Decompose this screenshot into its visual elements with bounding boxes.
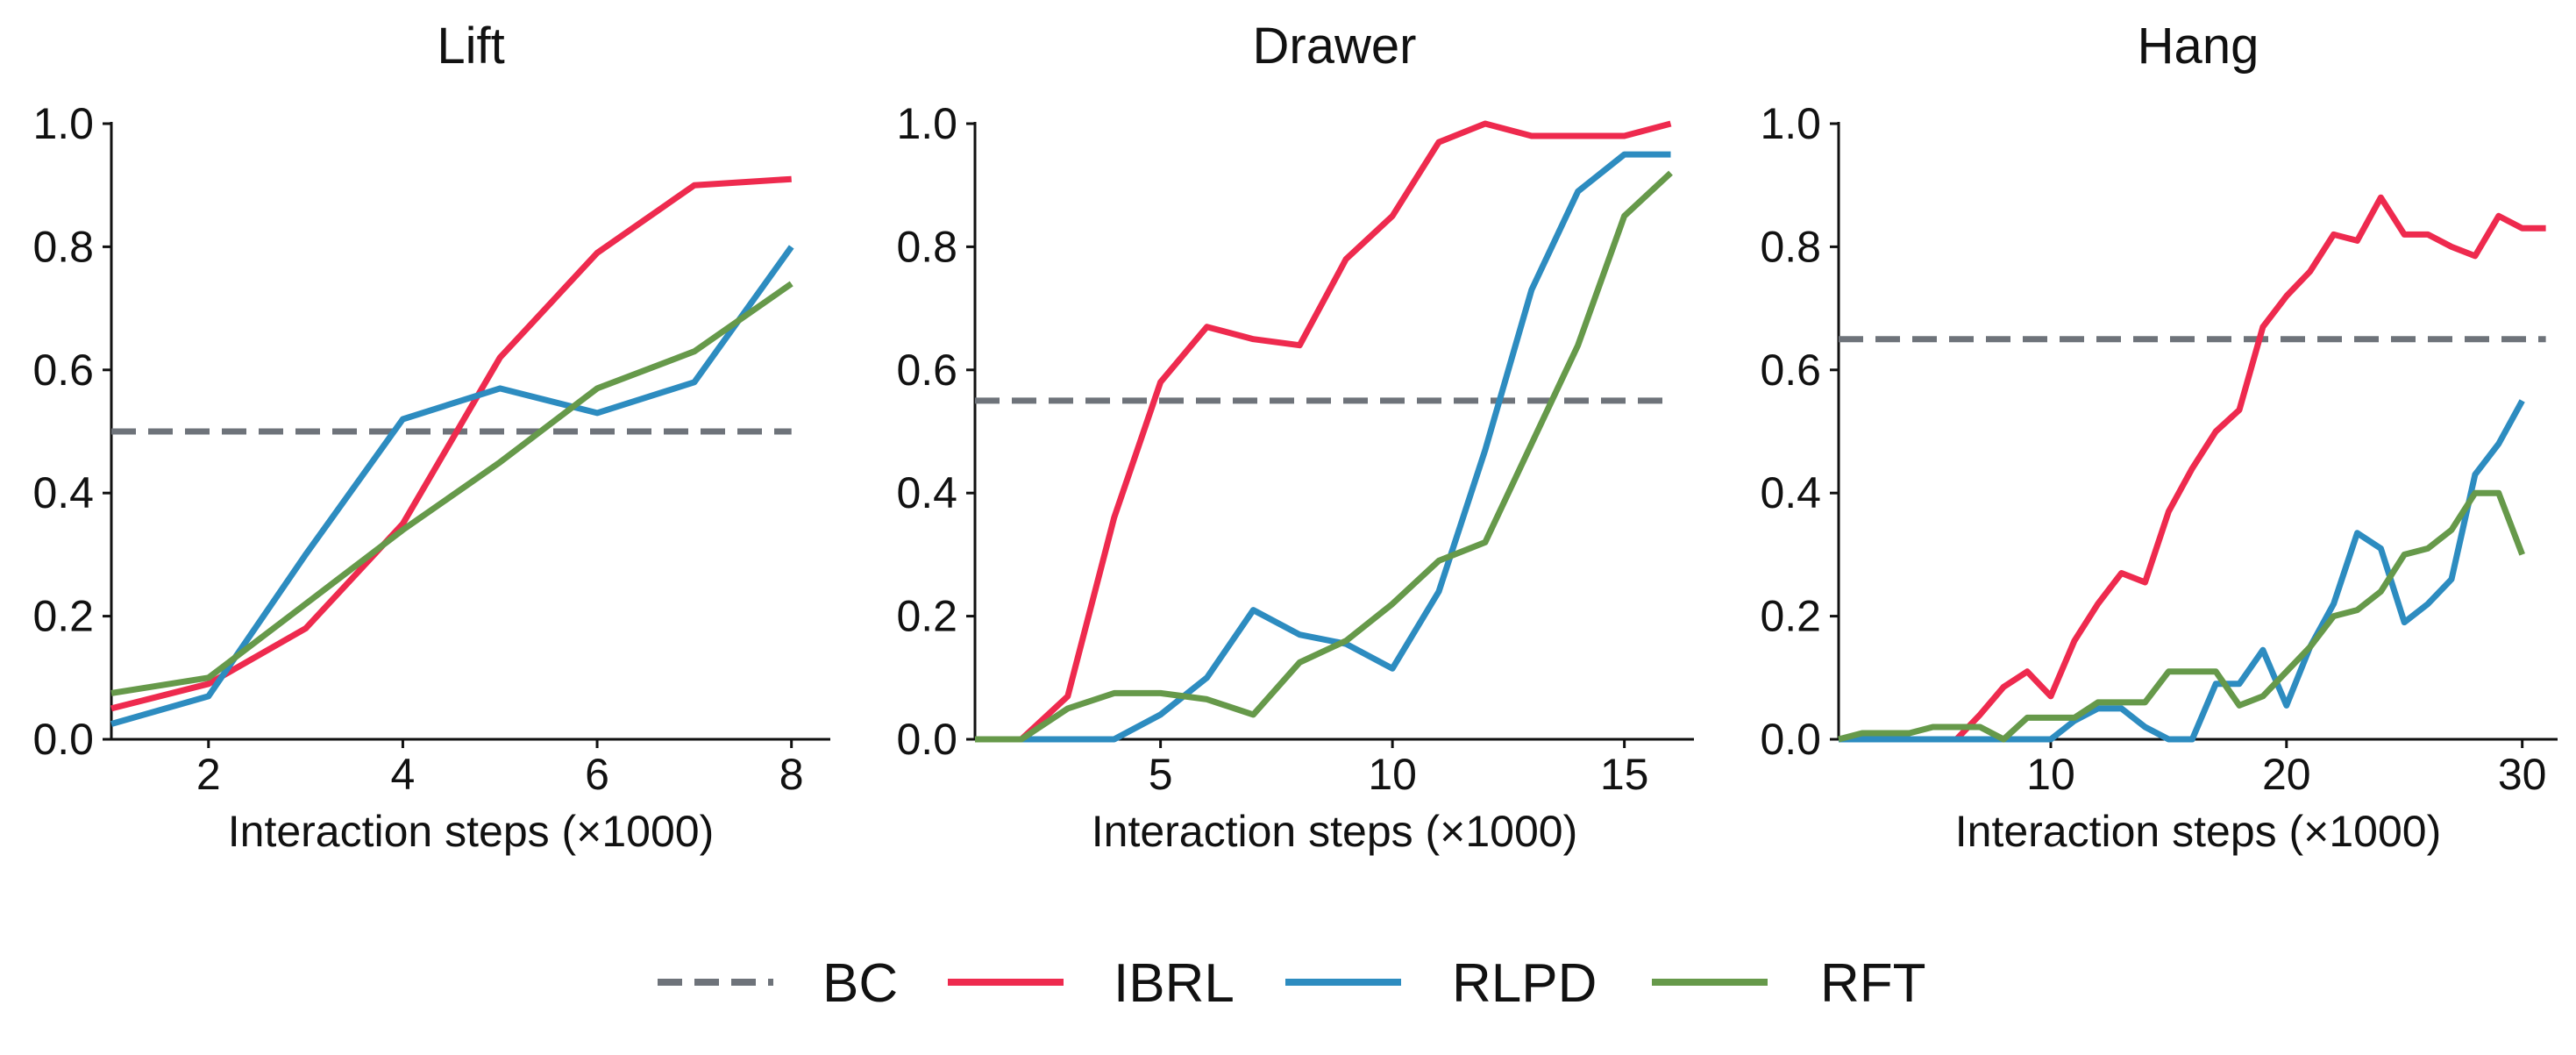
series-line-rft xyxy=(110,281,793,696)
series-line-rlpd xyxy=(110,245,794,727)
panel-hang: Hang 0.0 0.2 0.4 0.6 0.8 1.0 10 20 30 Interaction … xyxy=(1760,18,2558,856)
y-tick-label: 0.6 xyxy=(32,346,94,395)
legend-item-rft: RFT xyxy=(1652,953,1926,1014)
y-tick-label: 0.8 xyxy=(896,222,957,271)
y-tick-label: 0.6 xyxy=(1760,346,1821,395)
x-axis-label: Interaction steps (×1000) xyxy=(1092,807,1578,856)
legend-label: RFT xyxy=(1820,953,1926,1014)
y-tick-label: 0.2 xyxy=(1760,592,1821,641)
legend-label: RLPD xyxy=(1452,953,1597,1014)
y-tick-label: 0.0 xyxy=(896,715,957,764)
series-line-ibrl xyxy=(110,175,792,712)
x-tick-label: 5 xyxy=(1149,750,1173,799)
x-axis-label: Interaction steps (×1000) xyxy=(228,807,715,856)
series-line-ibrl xyxy=(975,120,1672,743)
y-tick-label: 0.4 xyxy=(1760,468,1821,517)
y-tick-label: 0.8 xyxy=(1760,222,1821,271)
y-tick-label: 0.2 xyxy=(32,592,94,641)
legend: BC IBRL RLPD RFT xyxy=(658,953,1926,1014)
y-tick-label: 0.2 xyxy=(896,592,957,641)
legend-label: BC xyxy=(822,953,898,1014)
panel-drawer: Drawer 0.0 0.2 0.4 0.6 0.8 1.0 5 10 15 Interaction… xyxy=(896,18,1694,856)
y-tick-label: 0.8 xyxy=(32,222,94,271)
x-tick-label: 20 xyxy=(2262,750,2311,799)
y-tick-label: 1.0 xyxy=(1760,99,1821,148)
x-tick-label: 6 xyxy=(585,750,609,799)
panel-title: Drawer xyxy=(1253,18,1417,75)
y-tick-label: 0.6 xyxy=(896,346,957,395)
panel-title: Lift xyxy=(437,18,504,75)
x-tick-label: 2 xyxy=(196,750,221,799)
y-tick-label: 1.0 xyxy=(32,99,94,148)
x-axis-label: Interaction steps (×1000) xyxy=(1955,807,2442,856)
x-tick-label: 10 xyxy=(2026,750,2075,799)
legend-item-bc: BC xyxy=(658,953,898,1014)
legend-item-rlpd: RLPD xyxy=(1285,953,1597,1014)
y-tick-label: 0.4 xyxy=(896,468,957,517)
y-tick-label: 0.4 xyxy=(32,468,94,517)
x-tick-label: 4 xyxy=(391,750,416,799)
panel-lift: Lift 0.0 0.2 0.4 0.6 0.8 1.0 2 4 6 8 Interaction st… xyxy=(32,18,830,856)
series-line-rlpd xyxy=(975,151,1671,743)
x-tick-label: 30 xyxy=(2498,750,2547,799)
series-line-ibrl xyxy=(1839,194,2546,743)
panel-title: Hang xyxy=(2138,18,2259,75)
y-tick-label: 0.0 xyxy=(32,715,94,764)
series-line-rft xyxy=(1838,489,2525,743)
series-line-rft xyxy=(975,170,1673,743)
legend-label: IBRL xyxy=(1114,953,1235,1014)
y-tick-label: 1.0 xyxy=(896,99,957,148)
legend-item-ibrl: IBRL xyxy=(948,953,1235,1014)
x-tick-label: 8 xyxy=(779,750,804,799)
x-tick-label: 10 xyxy=(1368,750,1417,799)
x-tick-label: 15 xyxy=(1600,750,1649,799)
y-tick-label: 0.0 xyxy=(1760,715,1821,764)
chart-panels: Lift 0.0 0.2 0.4 0.6 0.8 1.0 2 4 6 8 Interaction st… xyxy=(32,18,2558,856)
series-line-rlpd xyxy=(1839,399,2525,743)
